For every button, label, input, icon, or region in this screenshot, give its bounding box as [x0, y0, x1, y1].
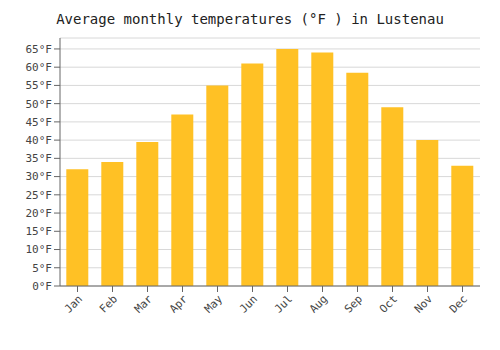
svg-text:Dec: Dec — [447, 292, 470, 315]
svg-text:Aug: Aug — [307, 292, 330, 315]
svg-text:Jan: Jan — [62, 292, 85, 315]
svg-text:65°F: 65°F — [26, 43, 53, 56]
svg-text:Jun: Jun — [237, 292, 260, 315]
svg-text:5°F: 5°F — [32, 262, 52, 275]
svg-text:Jul: Jul — [272, 292, 295, 315]
svg-text:15°F: 15°F — [26, 225, 53, 238]
svg-text:Feb: Feb — [97, 292, 120, 315]
svg-text:35°F: 35°F — [26, 152, 53, 165]
svg-text:May: May — [202, 292, 226, 316]
svg-text:50°F: 50°F — [26, 98, 53, 111]
svg-text:20°F: 20°F — [26, 207, 53, 220]
svg-text:Mar: Mar — [132, 292, 156, 316]
svg-text:55°F: 55°F — [26, 79, 53, 92]
html-text:Average monthly temperatures (: Average monthly temperatures (°F ) in Lu… — [56, 11, 444, 27]
svg-text:30°F: 30°F — [26, 170, 53, 183]
svg-text:40°F: 40°F — [26, 134, 53, 147]
svg-text:0°F: 0°F — [32, 280, 52, 293]
svg-text:10°F: 10°F — [26, 243, 53, 256]
svg-text:45°F: 45°F — [26, 116, 53, 129]
svg-text:Apr: Apr — [167, 292, 191, 316]
svg-text:60°F: 60°F — [26, 61, 53, 74]
svg-text:Nov: Nov — [412, 292, 436, 316]
svg-text:Oct: Oct — [377, 292, 400, 315]
svg-text:Sep: Sep — [342, 292, 365, 315]
svg-text:25°F: 25°F — [26, 189, 53, 202]
